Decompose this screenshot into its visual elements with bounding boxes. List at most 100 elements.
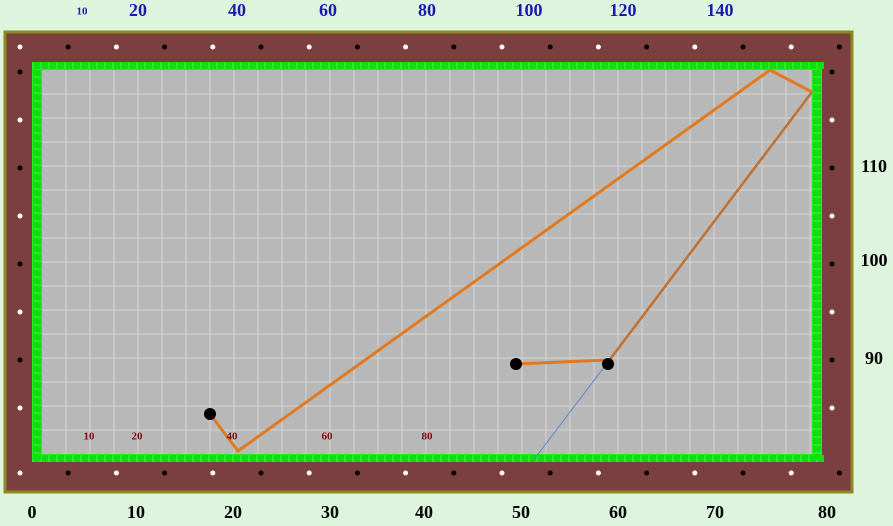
cushion-seg bbox=[602, 62, 608, 69]
diamond bbox=[451, 470, 457, 476]
cushion-seg bbox=[210, 455, 216, 462]
cushion-seg bbox=[33, 398, 41, 404]
diamond bbox=[113, 470, 119, 476]
diamond bbox=[354, 470, 360, 476]
cushion-seg bbox=[274, 62, 280, 69]
grid bbox=[33, 62, 824, 462]
cushion-seg bbox=[466, 62, 472, 69]
inner-label: 20 bbox=[132, 431, 144, 443]
cushion-seg bbox=[813, 86, 821, 92]
cushion-seg bbox=[813, 254, 821, 260]
cushion-seg bbox=[650, 62, 656, 69]
diamond bbox=[17, 165, 23, 171]
diamond bbox=[788, 44, 794, 50]
cushion-seg bbox=[813, 366, 821, 372]
diamond bbox=[829, 405, 835, 411]
cushion-seg bbox=[813, 102, 821, 108]
cushion-seg bbox=[33, 142, 41, 148]
cushion-seg bbox=[226, 455, 232, 462]
cushion-seg bbox=[813, 422, 821, 428]
cushion-seg bbox=[362, 455, 368, 462]
cushion-seg bbox=[33, 286, 41, 292]
cushion-seg bbox=[234, 455, 240, 462]
cushion-seg bbox=[738, 62, 744, 69]
cushion-seg bbox=[290, 455, 296, 462]
diamond bbox=[740, 470, 746, 476]
diamond bbox=[113, 44, 119, 50]
cushion-seg bbox=[610, 455, 616, 462]
diamond bbox=[162, 470, 168, 476]
cushion-seg bbox=[813, 214, 821, 220]
cushion-seg bbox=[218, 455, 224, 462]
cushion-seg bbox=[33, 214, 41, 220]
cushion-seg bbox=[378, 62, 384, 69]
cushion-seg bbox=[813, 158, 821, 164]
bottom-label: 80 bbox=[818, 502, 836, 522]
cushion-seg bbox=[33, 422, 41, 428]
cushion-seg bbox=[813, 150, 821, 156]
diamond bbox=[499, 44, 505, 50]
cushion-seg bbox=[538, 455, 544, 462]
cushion-seg bbox=[813, 142, 821, 148]
cushion-seg bbox=[674, 455, 680, 462]
cushion-seg bbox=[578, 455, 584, 462]
cushion-seg bbox=[34, 62, 40, 69]
ball bbox=[510, 358, 522, 370]
cushion-seg bbox=[98, 62, 104, 69]
cushion-seg bbox=[658, 62, 664, 69]
cushion-seg bbox=[762, 62, 768, 69]
diamond bbox=[210, 470, 216, 476]
cushion-seg bbox=[813, 286, 821, 292]
cushion-seg bbox=[778, 62, 784, 69]
cushion-seg bbox=[490, 62, 496, 69]
inner-label: 80 bbox=[422, 431, 434, 443]
cushion-seg bbox=[33, 318, 41, 324]
cushion-seg bbox=[442, 62, 448, 69]
cushion-seg bbox=[330, 455, 336, 462]
cushion-seg bbox=[33, 86, 41, 92]
cushion-seg bbox=[554, 455, 560, 462]
cushion-seg bbox=[813, 78, 821, 84]
cushion-seg bbox=[178, 455, 184, 462]
cushion-seg bbox=[813, 446, 821, 452]
cushion-seg bbox=[258, 62, 264, 69]
cushion-seg bbox=[578, 62, 584, 69]
cushion-seg bbox=[594, 62, 600, 69]
cushion-seg bbox=[813, 94, 821, 100]
cushion-seg bbox=[813, 454, 821, 460]
diamond bbox=[65, 44, 71, 50]
diamond bbox=[644, 44, 650, 50]
diamond bbox=[17, 357, 23, 363]
cushion-seg bbox=[42, 455, 48, 462]
cushion-seg bbox=[346, 455, 352, 462]
cushion-seg bbox=[813, 326, 821, 332]
cushion-seg bbox=[813, 166, 821, 172]
inner-label: 60 bbox=[322, 431, 334, 443]
cushion-seg bbox=[106, 62, 112, 69]
cushion-seg bbox=[58, 455, 64, 462]
diamond bbox=[829, 213, 835, 219]
cushion-seg bbox=[813, 238, 821, 244]
cushion-seg bbox=[66, 62, 72, 69]
cushion-seg bbox=[813, 70, 821, 76]
inner-label: 40 bbox=[227, 431, 239, 443]
diamond bbox=[17, 69, 23, 75]
cushion-seg bbox=[378, 455, 384, 462]
cushion-seg bbox=[114, 455, 120, 462]
cushion-seg bbox=[813, 110, 821, 116]
cushion-seg bbox=[33, 238, 41, 244]
cushion-seg bbox=[274, 455, 280, 462]
cushion-seg bbox=[226, 62, 232, 69]
cushion-seg bbox=[813, 342, 821, 348]
cushion-seg bbox=[442, 455, 448, 462]
diamond bbox=[17, 309, 23, 315]
bottom-label: 30 bbox=[321, 502, 339, 522]
cushion-seg bbox=[562, 62, 568, 69]
cushion-seg bbox=[706, 455, 712, 462]
cushion-seg bbox=[714, 62, 720, 69]
cue-path bbox=[208, 68, 813, 454]
cushion-seg bbox=[418, 455, 424, 462]
cushion-seg bbox=[506, 62, 512, 69]
cushion-seg bbox=[813, 206, 821, 212]
cushion-seg bbox=[282, 455, 288, 462]
